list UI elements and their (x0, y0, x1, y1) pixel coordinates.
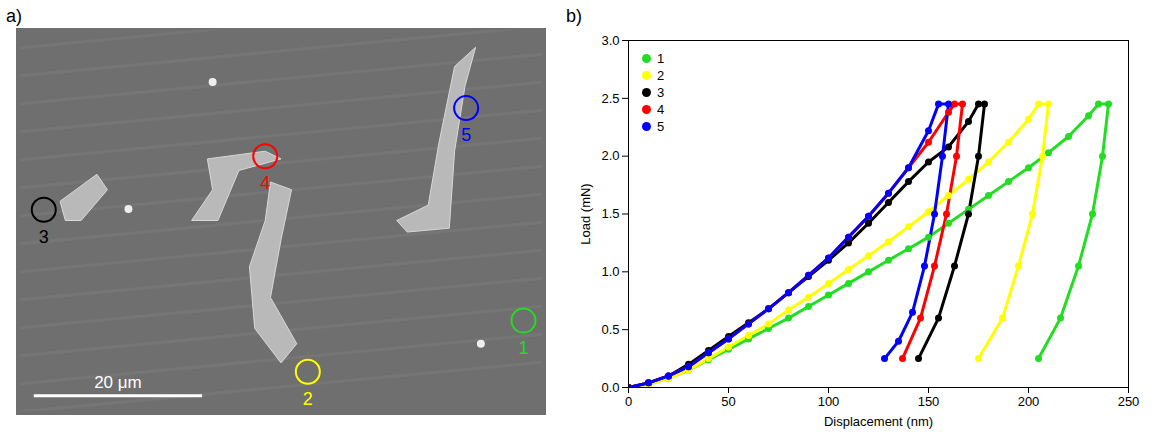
svg-text:1: 1 (518, 338, 528, 358)
svg-text:150: 150 (918, 394, 940, 409)
html-text:5: 5 (657, 119, 665, 134)
html-text:1: 1 (657, 51, 665, 66)
svg-text:20 μm: 20 μm (94, 373, 142, 392)
svg-text:Load (mN): Load (mN) (578, 183, 593, 244)
svg-text:5: 5 (461, 125, 471, 145)
html-text:a): a) (6, 6, 22, 26)
svg-text:2: 2 (303, 389, 313, 409)
svg-text:200: 200 (1018, 394, 1040, 409)
svg-text:0.5: 0.5 (601, 322, 619, 337)
html-text:b): b) (566, 6, 582, 26)
html-text:2: 2 (657, 68, 665, 83)
svg-text:100: 100 (818, 394, 840, 409)
svg-text:4: 4 (260, 173, 270, 193)
svg-text:1.5: 1.5 (601, 206, 619, 221)
svg-text:50: 50 (721, 394, 735, 409)
svg-text:0: 0 (625, 394, 632, 409)
svg-text:3.0: 3.0 (601, 33, 619, 48)
svg-text:2.5: 2.5 (601, 90, 619, 105)
svg-text:3: 3 (39, 227, 49, 247)
svg-text:1.0: 1.0 (601, 264, 619, 279)
svg-text:250: 250 (1118, 394, 1140, 409)
html-text:4: 4 (657, 102, 665, 117)
svg-text:Displacement (nm): Displacement (nm) (824, 414, 933, 429)
html-text:3: 3 (657, 85, 665, 100)
svg-text:0.0: 0.0 (601, 380, 619, 395)
svg-text:2.0: 2.0 (601, 148, 619, 163)
